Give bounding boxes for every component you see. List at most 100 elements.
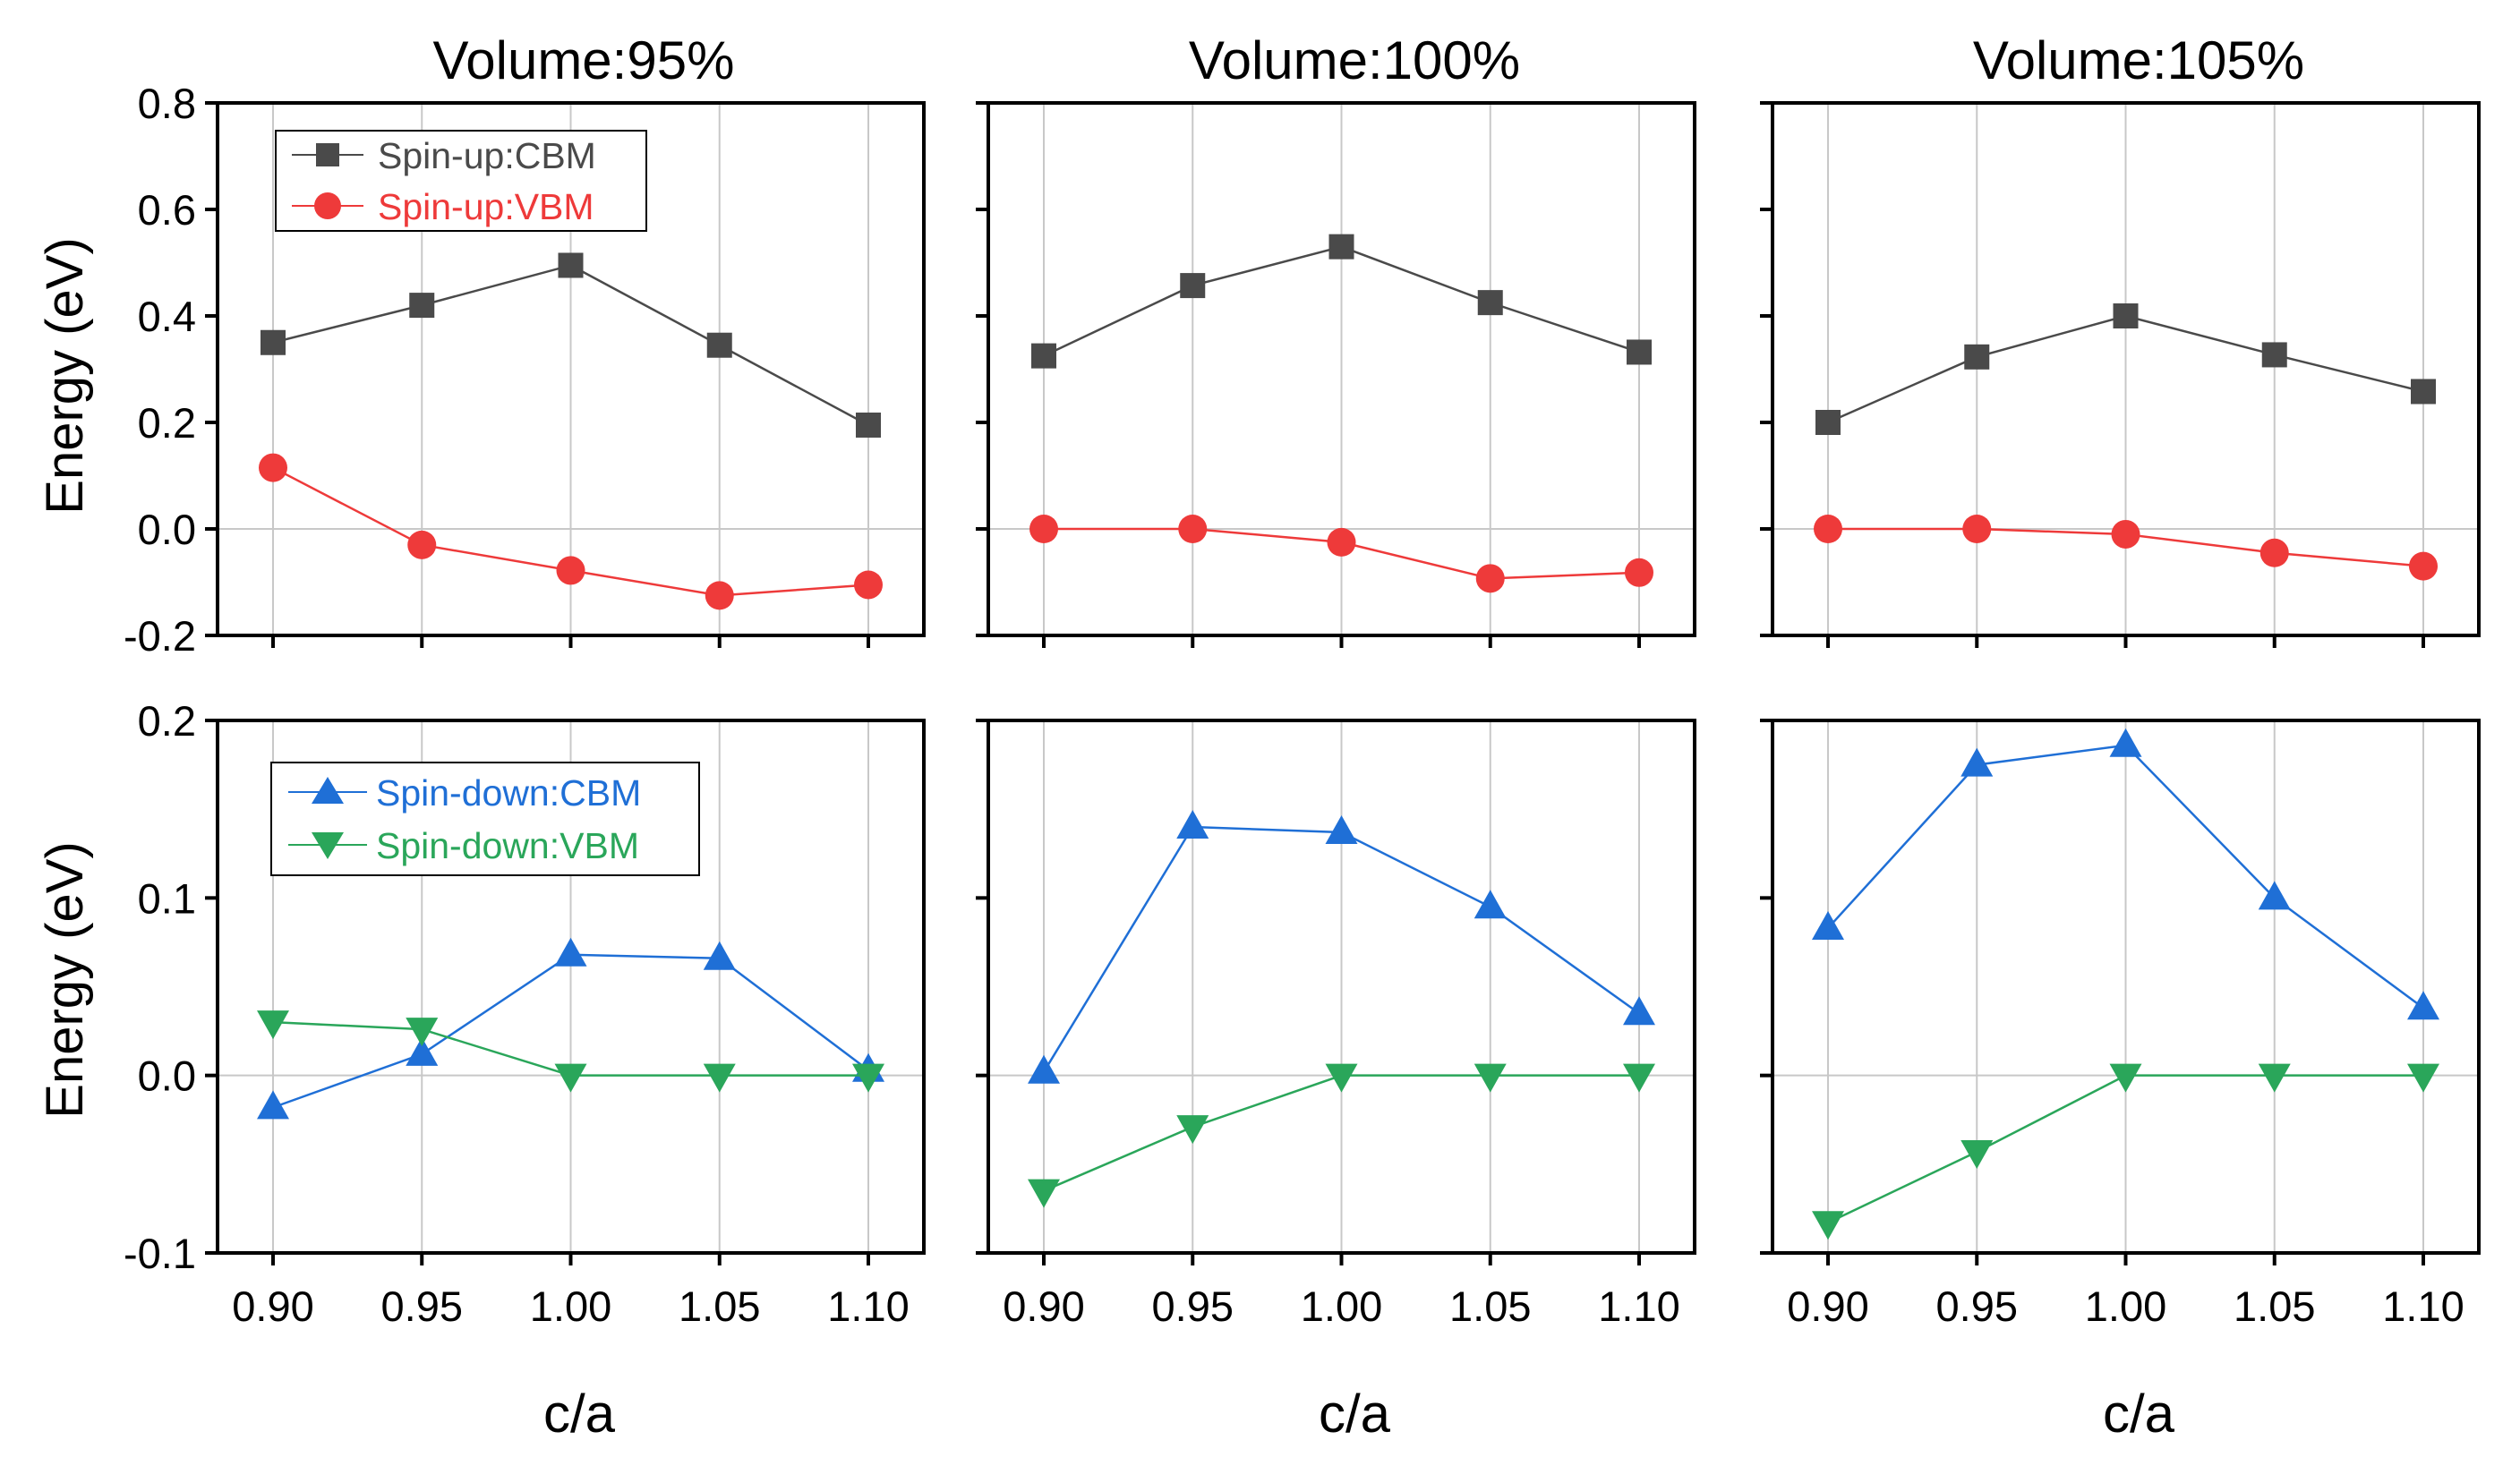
data-point-s2-3 — [2109, 1063, 2142, 1093]
x-tick-label-1: 0.90 — [1787, 1282, 1868, 1330]
legend-bottom-label-cbm: Spin-down:CBM — [376, 772, 641, 814]
data-point-s2-5 — [854, 570, 883, 600]
x-tick-label-4: 1.05 — [2234, 1282, 2315, 1330]
data-point-s2-5 — [1625, 558, 1653, 587]
data-point-s2-4 — [2258, 1063, 2291, 1093]
x-tick-label-5: 1.10 — [2382, 1282, 2464, 1330]
legend-top-label-cbm: Spin-up:CBM — [378, 135, 596, 176]
panel-3 — [1760, 101, 2481, 648]
data-point-s2-1 — [259, 453, 287, 482]
data-point-s1-2 — [406, 1036, 439, 1066]
data-point-s1-5 — [1627, 339, 1652, 365]
data-point-s2-3 — [554, 1063, 587, 1093]
data-point-s2-1 — [1028, 1179, 1060, 1208]
x-tick-label-1: 0.90 — [232, 1282, 313, 1330]
y-tick-label-1: -0.2 — [124, 612, 196, 660]
data-point-s1-5 — [1623, 996, 1655, 1026]
data-point-s1-2 — [409, 293, 435, 319]
x-tick-label-3: 1.00 — [530, 1282, 611, 1330]
data-point-s2-1 — [257, 1010, 289, 1040]
y-axis-label-bottom: Energy (eV) — [36, 841, 94, 1118]
data-point-s2-3 — [1325, 1063, 1358, 1093]
data-point-s1-3 — [1325, 814, 1358, 844]
data-point-s2-2 — [406, 1018, 439, 1047]
data-point-s1-4 — [1477, 290, 1503, 316]
data-point-s2-1 — [1812, 1211, 1844, 1240]
data-point-s2-4 — [705, 581, 734, 610]
data-point-s1-4 — [706, 332, 732, 358]
legend-bottom-label-vbm: Spin-down:VBM — [376, 825, 639, 866]
panel-6: 0.90 0.95 1.00 1.05 1.10 — [1760, 719, 2481, 1330]
data-point-s1-4 — [2261, 342, 2287, 368]
data-point-s1-2 — [1964, 344, 1990, 370]
y-tick-label-6: 0.8 — [138, 80, 196, 127]
x-tick-label-5: 1.10 — [1598, 1282, 1679, 1330]
data-point-s2-3 — [1327, 527, 1356, 557]
x-tick-label-4: 1.05 — [679, 1282, 760, 1330]
data-point-s2-4 — [703, 1063, 736, 1093]
data-point-s1-3 — [2109, 728, 2142, 757]
data-point-s1-3 — [558, 252, 584, 278]
x-axis-label-1: c/a — [543, 1384, 616, 1444]
data-point-s2-5 — [852, 1063, 884, 1093]
legend-top-marker-square — [316, 143, 339, 166]
x-axis-label-3: c/a — [2103, 1384, 2175, 1444]
y-tick-label-1: -0.1 — [124, 1230, 196, 1277]
data-point-s1-5 — [856, 412, 881, 438]
data-point-s2-2 — [1176, 1115, 1209, 1145]
data-point-s2-5 — [2409, 551, 2438, 581]
y-tick-label-3: 0.2 — [138, 399, 196, 447]
legend-bottom-marker-triangle-down — [312, 832, 344, 859]
data-point-s1-2 — [1176, 810, 1209, 839]
panel-4: -0.1 0.0 0.1 0.2 0.90 0.95 1.00 1.05 1.10 — [124, 697, 926, 1330]
y-tick-label-2: 0.0 — [138, 1052, 196, 1100]
data-point-s1-3 — [554, 937, 587, 967]
data-point-s1-4 — [2258, 881, 2291, 910]
data-point-s2-3 — [2111, 519, 2140, 549]
data-point-s1-1 — [1031, 343, 1056, 369]
data-point-s2-2 — [407, 530, 437, 559]
column-title-2: Volume:100% — [1189, 30, 1520, 90]
legend-bottom-box — [270, 762, 700, 876]
x-tick-label-2: 0.95 — [381, 1282, 463, 1330]
y-tick-label-4: 0.4 — [138, 293, 196, 340]
data-point-s2-5 — [1623, 1063, 1655, 1093]
data-point-s2-2 — [1178, 515, 1208, 543]
x-tick-label-4: 1.05 — [1449, 1282, 1531, 1330]
legend-bottom: Spin-down:CBM Spin-down:VBM — [270, 762, 700, 876]
x-tick-label-5: 1.10 — [827, 1282, 909, 1330]
data-point-s2-5 — [2407, 1063, 2439, 1093]
x-tick-label-3: 1.00 — [1301, 1282, 1382, 1330]
data-point-s2-4 — [1475, 564, 1505, 593]
data-point-s1-3 — [2113, 303, 2139, 328]
x-tick-label-2: 0.95 — [1152, 1282, 1234, 1330]
data-point-s2-1 — [1814, 515, 1842, 543]
y-tick-label-4: 0.2 — [138, 697, 196, 745]
data-point-s2-2 — [1962, 515, 1992, 543]
column-title-1: Volume:95% — [433, 30, 735, 90]
y-tick-label-5: 0.6 — [138, 186, 196, 234]
data-point-s1-2 — [1960, 747, 1994, 777]
x-tick-label-2: 0.95 — [1936, 1282, 2018, 1330]
data-point-s1-3 — [1328, 234, 1354, 260]
legend-bottom-marker-triangle-up — [312, 777, 344, 804]
y-tick-label-3: 0.1 — [138, 874, 196, 922]
y-axis-label-top: Energy (eV) — [36, 237, 94, 514]
x-tick-label-3: 1.00 — [2085, 1282, 2166, 1330]
data-point-s2-4 — [2259, 538, 2289, 567]
column-title-3: Volume:105% — [1973, 30, 2304, 90]
legend-top-label-vbm: Spin-up:VBM — [378, 186, 594, 227]
data-point-s1-2 — [1180, 273, 1206, 299]
panels-layer: -0.2 0.0 0.2 0.4 0.6 0.8 -0.1 0.0 0.1 0.2 0.90 0.95… — [124, 80, 2481, 1330]
data-point-s2-1 — [1029, 515, 1058, 543]
data-point-s2-3 — [556, 556, 585, 585]
data-point-s1-1 — [257, 1090, 289, 1120]
data-point-s1-4 — [703, 941, 736, 970]
panel-5: 0.90 0.95 1.00 1.05 1.10 — [976, 719, 1696, 1330]
data-point-s1-4 — [1474, 890, 1507, 919]
data-point-s1-1 — [1815, 410, 1841, 435]
legend-top-marker-circle — [314, 192, 341, 219]
data-point-s1-1 — [261, 329, 286, 355]
data-point-s2-4 — [1474, 1063, 1507, 1093]
